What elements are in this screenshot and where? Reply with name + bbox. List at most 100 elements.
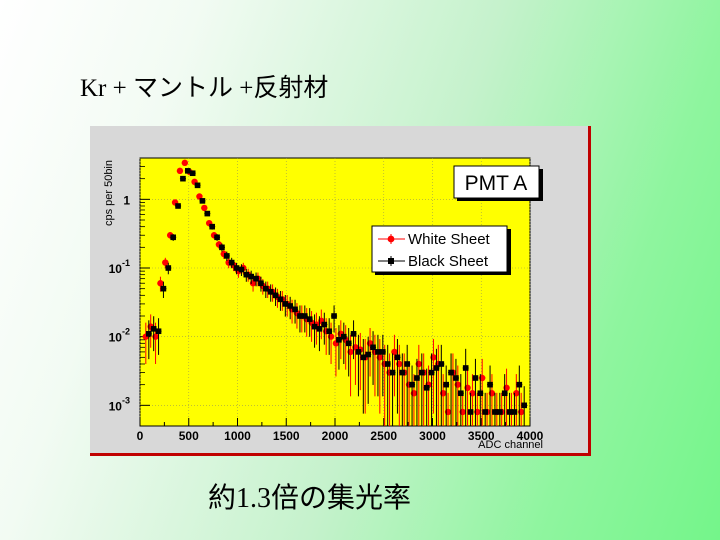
data-point bbox=[180, 175, 186, 182]
legend-marker bbox=[387, 235, 395, 243]
data-point bbox=[453, 375, 459, 381]
data-point bbox=[462, 365, 469, 371]
data-point bbox=[336, 337, 342, 343]
data-point bbox=[248, 273, 254, 280]
y-axis-title: cps per 50bin bbox=[103, 160, 115, 226]
data-point bbox=[341, 333, 347, 340]
data-point bbox=[157, 280, 164, 287]
x-tick-label: 1500 bbox=[273, 429, 300, 443]
data-point bbox=[155, 328, 162, 335]
data-point bbox=[150, 326, 157, 332]
data-point bbox=[458, 390, 464, 397]
data-point bbox=[419, 369, 425, 376]
y-tick-label: 10-1 bbox=[109, 258, 130, 276]
legend: White Sheet Black Sheet bbox=[371, 225, 511, 275]
data-point bbox=[176, 167, 184, 175]
data-point bbox=[414, 375, 420, 381]
data-point bbox=[423, 385, 430, 391]
data-point bbox=[482, 409, 488, 415]
data-point bbox=[428, 369, 435, 376]
chart-title: PMT A bbox=[465, 172, 528, 195]
data-point bbox=[477, 390, 484, 397]
data-point bbox=[243, 271, 250, 278]
x-tick-label: 3500 bbox=[468, 429, 495, 443]
data-point bbox=[181, 159, 189, 167]
series-1 bbox=[145, 168, 528, 426]
chart-title-box: PMT A bbox=[453, 165, 543, 201]
data-point bbox=[162, 259, 169, 266]
data-point bbox=[360, 354, 367, 361]
slide-caption: 約1.3倍の集光率 bbox=[208, 483, 412, 514]
data-point bbox=[306, 316, 313, 322]
data-point bbox=[316, 326, 323, 332]
data-point bbox=[253, 275, 259, 282]
data-point bbox=[165, 265, 172, 271]
data-point bbox=[267, 289, 274, 295]
data-point bbox=[443, 381, 449, 388]
data-point bbox=[302, 313, 308, 319]
x-tick-label: 2000 bbox=[322, 429, 349, 443]
data-point bbox=[492, 409, 498, 415]
data-point bbox=[201, 204, 208, 212]
x-tick-label: 3000 bbox=[419, 429, 446, 443]
legend-label: Black Sheet bbox=[408, 253, 489, 270]
data-point bbox=[511, 409, 518, 415]
legend-label: White Sheet bbox=[408, 231, 491, 248]
data-point bbox=[506, 409, 513, 415]
data-point bbox=[282, 301, 289, 307]
data-point bbox=[433, 365, 440, 371]
data-point bbox=[521, 402, 527, 409]
legend-marker bbox=[388, 258, 394, 264]
data-point bbox=[389, 369, 396, 376]
x-tick-label: 1000 bbox=[224, 429, 251, 443]
data-point bbox=[204, 210, 211, 217]
data-point bbox=[370, 344, 376, 351]
data-point bbox=[384, 361, 391, 367]
data-point bbox=[438, 361, 445, 367]
data-point bbox=[238, 266, 245, 273]
y-tick-label: 1 bbox=[123, 193, 130, 207]
data-point bbox=[185, 168, 191, 174]
data-point bbox=[219, 244, 225, 251]
data-point bbox=[199, 198, 206, 204]
data-point bbox=[287, 303, 293, 309]
data-point bbox=[472, 375, 479, 381]
data-point bbox=[331, 313, 337, 319]
y-tick-label: 10-3 bbox=[109, 395, 130, 413]
plot-frame: 1 10-1 10-2 10-3 0 500 1000 1500 2000 2500 3000 35… bbox=[90, 126, 591, 456]
data-point bbox=[501, 390, 508, 397]
data-point bbox=[160, 285, 167, 292]
data-point bbox=[321, 321, 328, 328]
data-point bbox=[365, 351, 371, 358]
data-point bbox=[326, 328, 332, 335]
data-point bbox=[292, 306, 298, 313]
data-point bbox=[214, 234, 220, 241]
data-point bbox=[409, 381, 415, 388]
data-point bbox=[448, 369, 454, 376]
data-point bbox=[355, 349, 362, 355]
data-point bbox=[209, 223, 215, 230]
data-point bbox=[350, 331, 357, 337]
data-point bbox=[146, 331, 152, 337]
data-point bbox=[516, 381, 523, 388]
data-point bbox=[297, 313, 303, 319]
x-tick-label: 0 bbox=[137, 429, 144, 443]
data-point bbox=[170, 234, 176, 241]
data-point bbox=[399, 369, 406, 376]
data-point bbox=[194, 182, 201, 189]
data-point bbox=[404, 361, 410, 367]
data-point bbox=[175, 203, 181, 209]
x-tick-label: 4000 bbox=[517, 429, 544, 443]
data-point bbox=[345, 340, 352, 347]
x-tick-label: 500 bbox=[179, 429, 199, 443]
data-point bbox=[375, 349, 381, 355]
chart: 1 10-1 10-2 10-3 0 500 1000 1500 2000 2500 3000 35… bbox=[103, 157, 544, 451]
data-point bbox=[394, 354, 401, 361]
data-point bbox=[189, 170, 196, 177]
data-point bbox=[380, 349, 386, 355]
x-tick-label: 2500 bbox=[370, 429, 397, 443]
x-axis-title: ADC channel bbox=[478, 439, 543, 451]
slide-title: Kr + マントル +反射材 bbox=[80, 75, 329, 102]
y-tick-label: 10-2 bbox=[109, 327, 130, 345]
data-point bbox=[497, 409, 503, 415]
